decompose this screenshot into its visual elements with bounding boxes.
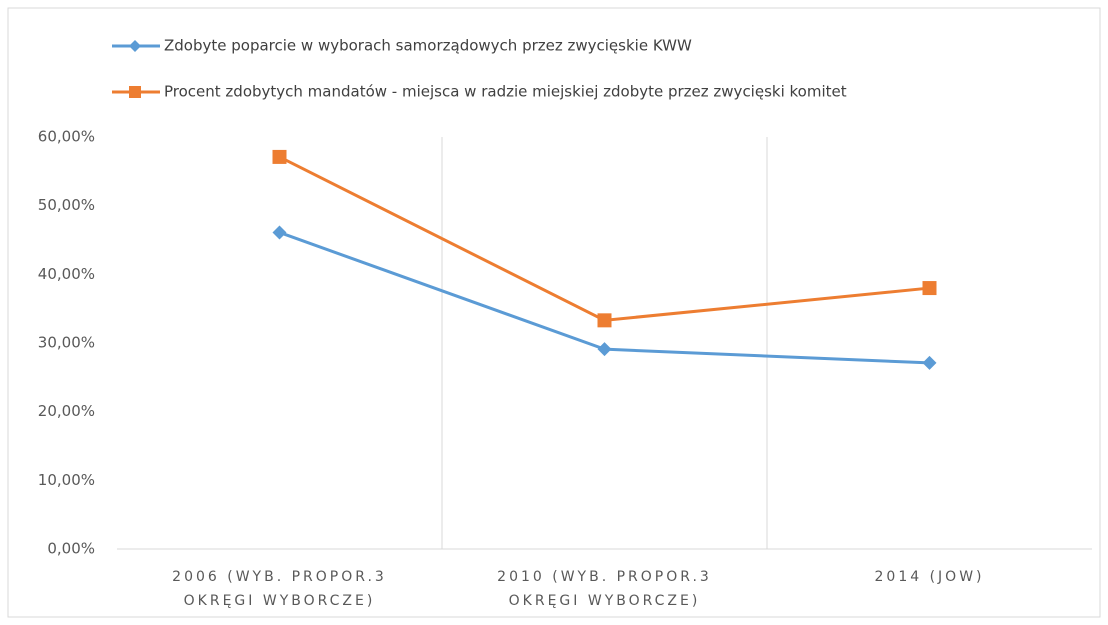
y-tick-label: 60,00% bbox=[38, 128, 95, 146]
x-tick-label: 2014 (JOW) bbox=[875, 569, 985, 585]
y-tick-label: 10,00% bbox=[38, 471, 95, 489]
y-tick-label: 50,00% bbox=[38, 196, 95, 214]
marker bbox=[597, 342, 612, 357]
legend-label: Procent zdobytych mandatów - miejsca w r… bbox=[164, 83, 847, 101]
legend-marker bbox=[129, 86, 141, 98]
marker bbox=[597, 313, 612, 328]
legend-marker bbox=[129, 40, 141, 52]
x-tick-label: 2006 (WYB. PROPOR.3 OKRĘGI WYBORCZE) bbox=[172, 569, 387, 609]
legend-label: Zdobyte poparcie w wyborach samorządowyc… bbox=[164, 37, 692, 55]
marker bbox=[922, 355, 937, 370]
marker bbox=[272, 149, 287, 164]
y-tick-label: 40,00% bbox=[38, 265, 95, 283]
y-tick-label: 0,00% bbox=[47, 540, 95, 558]
chart-frame bbox=[7, 7, 1101, 618]
marker bbox=[922, 281, 937, 296]
x-tick-label: 2010 (WYB. PROPOR.3 OKRĘGI WYBORCZE) bbox=[497, 569, 712, 609]
y-tick-label: 20,00% bbox=[38, 402, 95, 420]
y-tick-label: 30,00% bbox=[38, 334, 95, 352]
marker bbox=[272, 225, 287, 240]
